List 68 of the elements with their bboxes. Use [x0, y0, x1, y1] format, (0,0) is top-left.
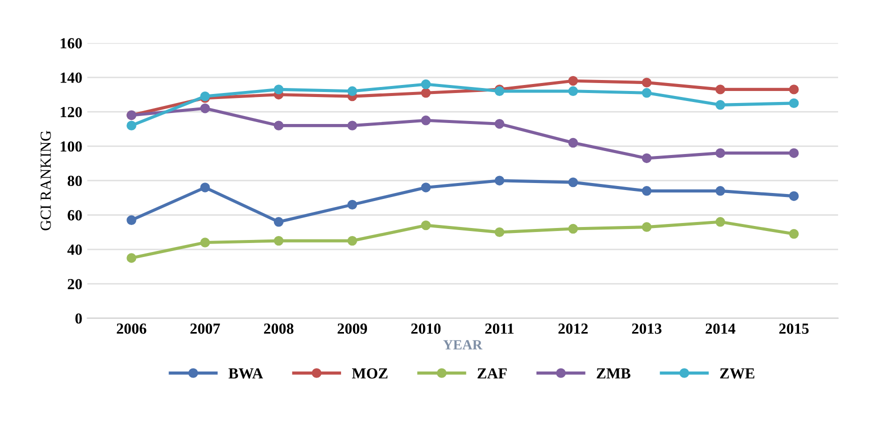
- point: [789, 191, 799, 201]
- point: [421, 88, 431, 98]
- y-tick-label: 120: [60, 106, 82, 118]
- point: [421, 182, 431, 192]
- y-tick-label: 40: [67, 244, 82, 255]
- point: [421, 116, 431, 126]
- point: [494, 118, 504, 129]
- point: [126, 253, 136, 263]
- point: [568, 86, 578, 96]
- point: [347, 120, 358, 130]
- point: [200, 104, 210, 114]
- x-tick-label: 2008: [264, 324, 294, 334]
- x-tick-label: 2014: [706, 324, 736, 334]
- y-tick-label: 140: [60, 72, 82, 83]
- x-tick-label: 2013: [632, 324, 662, 334]
- point: [642, 186, 652, 196]
- point: [421, 220, 431, 230]
- point: [200, 182, 210, 192]
- point: [789, 229, 799, 239]
- point: [274, 236, 284, 246]
- point: [274, 217, 284, 227]
- point: [421, 79, 431, 90]
- point: [347, 86, 358, 96]
- y-tick-label: 60: [68, 210, 82, 220]
- legend-label: MOZ: [352, 368, 388, 379]
- point: [715, 148, 726, 158]
- x-tick-label: 2010: [411, 324, 441, 334]
- x-tick-label: 2006: [116, 324, 146, 334]
- point: [568, 76, 578, 86]
- point: [568, 138, 578, 148]
- y-tick-label: 0: [75, 313, 82, 324]
- legend-label: ZAF: [478, 368, 507, 378]
- point: [715, 100, 726, 110]
- point: [789, 148, 799, 158]
- point: [642, 88, 652, 98]
- point: [568, 224, 578, 234]
- point: [347, 200, 358, 210]
- point: [789, 84, 799, 94]
- x-axis-title: YEAR: [443, 340, 482, 350]
- point: [200, 238, 210, 248]
- y-axis-title: GCI RANKING: [40, 130, 51, 230]
- point: [274, 120, 284, 130]
- point: [568, 177, 578, 188]
- x-tick-label: 2015: [779, 324, 809, 334]
- point: [494, 176, 504, 186]
- point: [126, 120, 136, 130]
- y-tick-label: 100: [60, 141, 82, 152]
- x-tick-label: 2011: [485, 324, 514, 334]
- y-tick-label: 20: [68, 278, 82, 290]
- legend-label: ZWE: [720, 368, 754, 379]
- point: [715, 217, 726, 227]
- point: [642, 153, 652, 164]
- y-tick-label: 160: [60, 38, 82, 48]
- point: [715, 84, 726, 94]
- legend-label: ZMB: [596, 368, 630, 378]
- point: [274, 84, 284, 94]
- x-tick-label: 2012: [558, 324, 588, 334]
- point: [126, 215, 136, 226]
- y-tick-label: 80: [68, 176, 82, 186]
- point: [347, 236, 358, 246]
- x-tick-label: 2009: [338, 324, 368, 334]
- point: [715, 186, 726, 196]
- point: [642, 78, 652, 88]
- x-tick-label: 2007: [190, 324, 220, 334]
- point: [789, 98, 799, 108]
- point: [494, 227, 504, 238]
- point: [642, 222, 652, 232]
- legend-label: BWA: [228, 368, 264, 379]
